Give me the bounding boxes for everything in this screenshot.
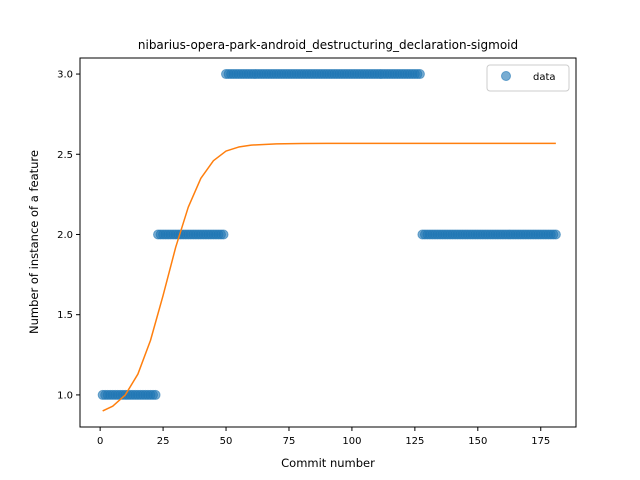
x-axis-title: Commit number [281, 456, 375, 470]
legend-label-data: data [533, 72, 556, 83]
legend-box [486, 64, 570, 92]
x-axis: 0 25 50 75 100 125 150 175 [97, 427, 550, 447]
x-tick-label: 175 [531, 436, 550, 447]
data-point [218, 229, 229, 240]
x-tick-label: 50 [220, 436, 233, 447]
axes-frame [79, 57, 577, 428]
x-tick-label: 75 [283, 436, 296, 447]
y-axis-title: Number of instance of a feature [27, 150, 41, 334]
data-point [414, 69, 425, 80]
x-tick-label: 125 [405, 436, 424, 447]
legend: data [486, 64, 570, 92]
data-point [150, 389, 161, 400]
x-tick-label: 150 [468, 436, 487, 447]
x-tick-label: 100 [342, 436, 361, 447]
chart-title: nibarius-opera-park-android_destructurin… [138, 38, 518, 52]
y-tick-label: 2.0 [57, 230, 73, 241]
data-point [550, 229, 561, 240]
legend-marker-data [501, 71, 511, 81]
y-tick-label: 2.5 [57, 150, 73, 161]
y-tick-label: 3.0 [57, 70, 73, 81]
sigmoid-fit-line [102, 142, 556, 412]
x-tick-label: 0 [97, 436, 103, 447]
y-axis: 1.0 1.5 2.0 2.5 3.0 [57, 70, 80, 401]
y-tick-label: 1.0 [57, 390, 73, 401]
x-tick-label: 25 [157, 436, 170, 447]
y-tick-label: 1.5 [57, 310, 73, 321]
plot-area [97, 69, 561, 412]
